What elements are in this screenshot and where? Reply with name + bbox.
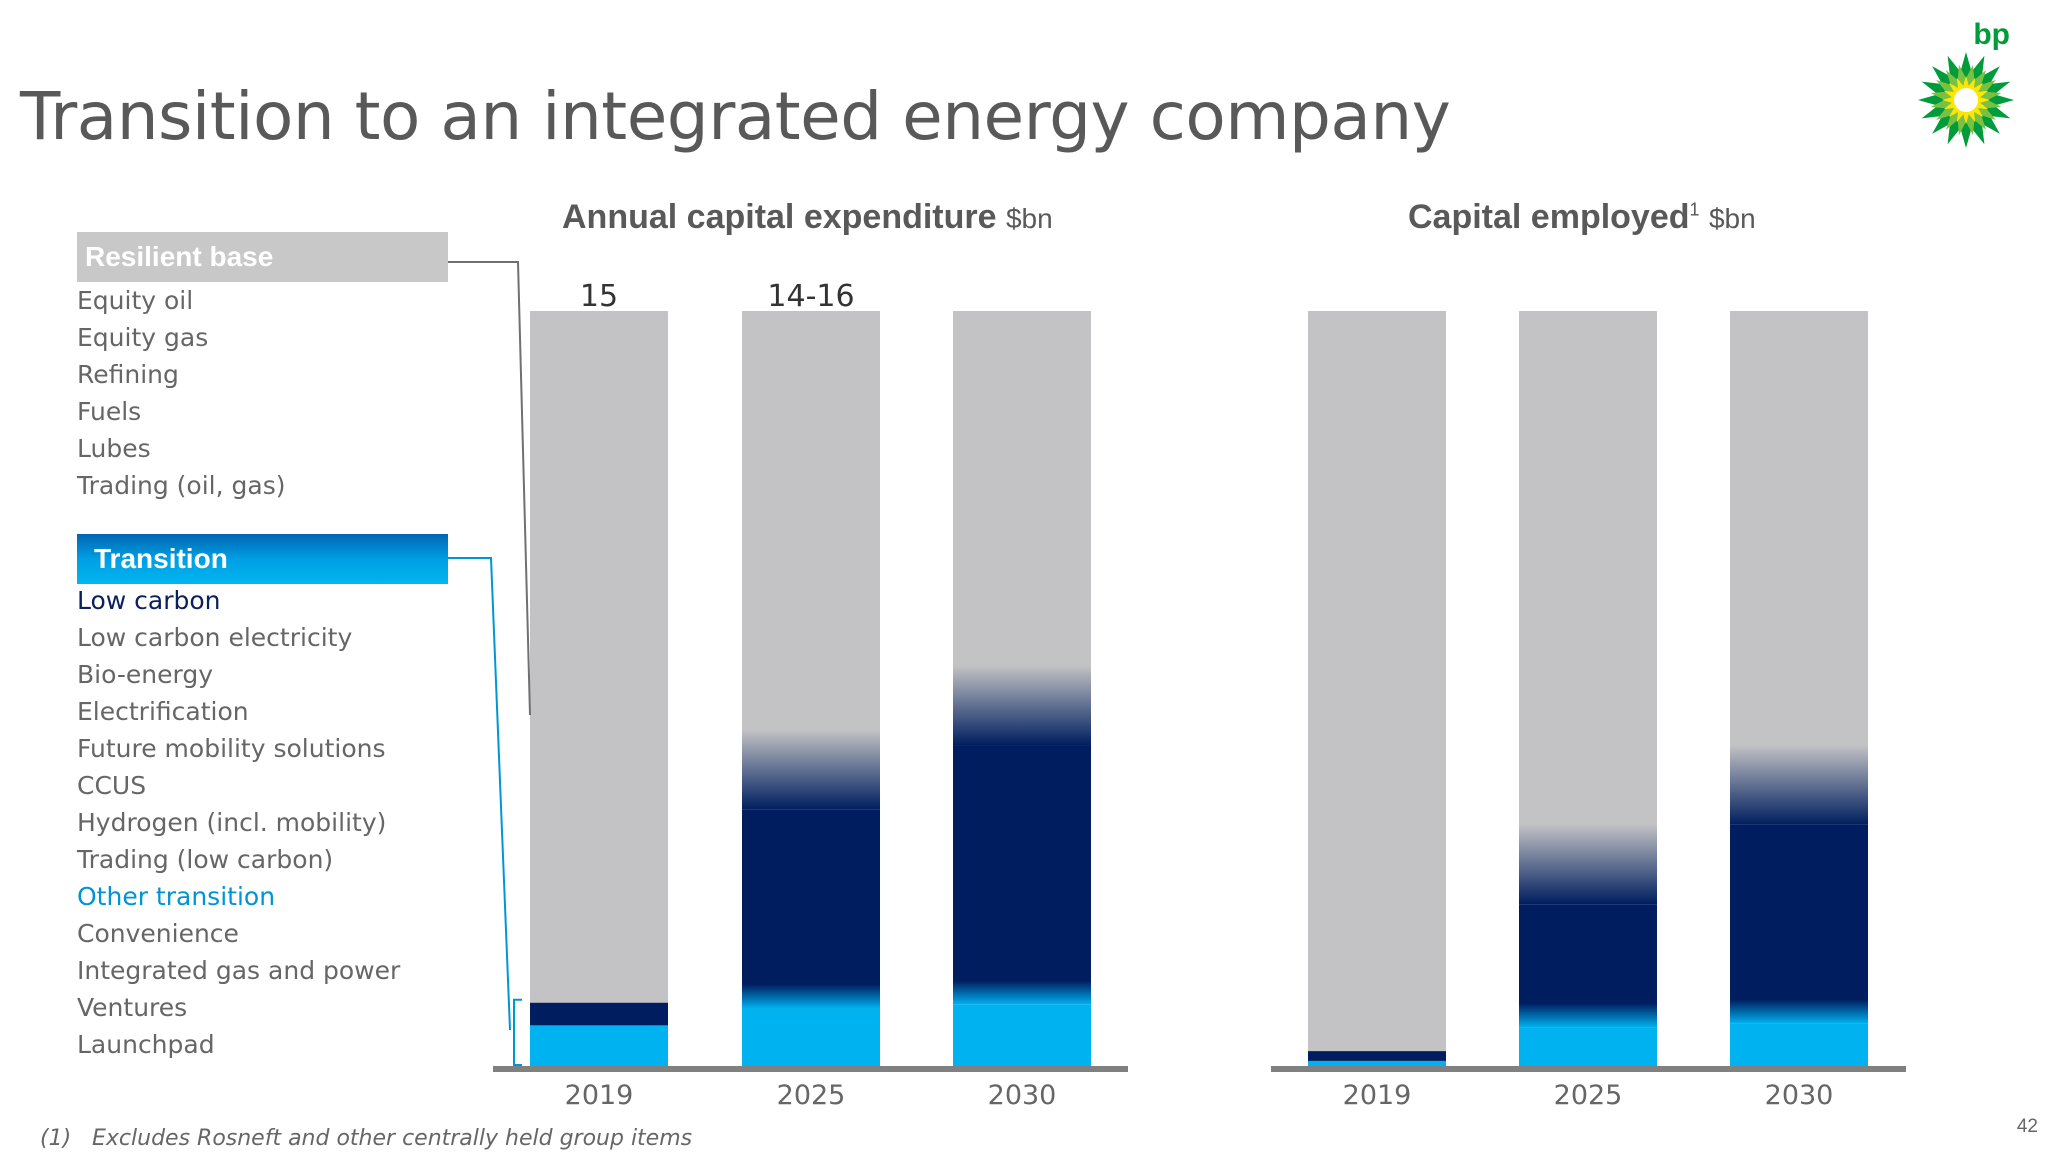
list-item: Fuels xyxy=(77,397,142,426)
bp-logo: bp xyxy=(1916,18,2026,150)
footnote-marker: 1 xyxy=(1689,199,1700,220)
capital-employed-unit: $bn xyxy=(1708,203,1756,234)
transition-connector-line xyxy=(448,557,511,1031)
footnote: (1) Excludes Rosneft and other centrally … xyxy=(40,1126,692,1151)
list-item: Trading (oil, gas) xyxy=(77,471,286,500)
footnote-text: Excludes Rosneft and other centrally hel… xyxy=(92,1126,693,1151)
capex-bar-resilient-2025 xyxy=(742,311,880,810)
list-item: Equity oil xyxy=(77,286,194,315)
capex-bar-blend-2025 xyxy=(742,984,880,1009)
list-item-low-carbon: Low carbon xyxy=(77,586,221,615)
list-item: Future mobility solutions xyxy=(77,734,386,763)
capex-unit: $bn xyxy=(1005,203,1053,234)
transition-header: Transition xyxy=(77,534,448,584)
page-title: Transition to an integrated energy compa… xyxy=(20,78,1451,155)
capex-bar-resilient-2030 xyxy=(953,311,1091,746)
list-item: Low carbon electricity xyxy=(77,623,353,652)
capital-employed-bar-blend-2025 xyxy=(1519,1003,1657,1028)
capex-chart-title: Annual capital expenditure $bn xyxy=(562,198,1053,237)
capital-employed-bar-resilient-2030 xyxy=(1730,311,1868,825)
list-item: Trading (low carbon) xyxy=(77,845,334,874)
capital-employed-bar-other-transition-2030 xyxy=(1730,1023,1868,1067)
footnote-number: (1) xyxy=(40,1126,72,1151)
page-number: 42 xyxy=(2016,1116,2038,1137)
capital-employed-bar-resilient-2019 xyxy=(1308,311,1446,1052)
capex-bar-low-carbon-2019 xyxy=(530,1002,668,1026)
resilient-connector-line xyxy=(448,261,531,716)
capex-bar-low-carbon-2025 xyxy=(742,809,880,1007)
capex-tick-label: 2019 xyxy=(565,1080,634,1111)
capex-tick-label: 2025 xyxy=(777,1080,846,1111)
helios-logo-icon xyxy=(1918,52,2014,148)
list-item: Integrated gas and power xyxy=(77,956,401,985)
capex-bar-other-transition-2030 xyxy=(953,1004,1091,1067)
capital-employed-title-text: Capital employed xyxy=(1408,198,1690,236)
capital-employed-bar-other-transition-2019 xyxy=(1308,1060,1446,1067)
list-item-other-transition: Other transition xyxy=(77,882,276,911)
helios-center xyxy=(1954,88,1978,112)
capital-employed-bar-blend-2030 xyxy=(1730,999,1868,1024)
list-item: Electrification xyxy=(77,697,249,726)
capital-employed-chart-title: Capital employed1 $bn xyxy=(1408,198,1756,237)
capex-bar-resilient-2019 xyxy=(530,311,668,1003)
capex-bar-other-transition-2019 xyxy=(530,1025,668,1067)
list-item: Hydrogen (incl. mobility) xyxy=(77,808,387,837)
list-item: Convenience xyxy=(77,919,239,948)
capital-employed-tick-label: 2019 xyxy=(1343,1080,1412,1111)
capex-bar-blend-2030 xyxy=(953,980,1091,1005)
resilient-base-header: Resilient base xyxy=(77,232,448,282)
capex-title-text: Annual capital expenditure xyxy=(562,198,997,236)
logo-text: bp xyxy=(1973,18,2010,51)
capex-bar-low-carbon-2030 xyxy=(953,745,1091,1003)
capital-employed-bar-low-carbon-2019 xyxy=(1308,1051,1446,1061)
capex-total-label: 15 xyxy=(580,279,618,314)
resilient-base-list: Equity oil Equity gas Refining Fuels Lub… xyxy=(77,282,285,504)
list-item: Bio-energy xyxy=(77,660,213,689)
list-item: Launchpad xyxy=(77,1030,215,1059)
list-item: Lubes xyxy=(77,434,151,463)
capex-bar-other-transition-2025 xyxy=(742,1008,880,1067)
capital-employed-tick-label: 2030 xyxy=(1765,1080,1834,1111)
list-item: CCUS xyxy=(77,771,147,800)
capex-tick-label: 2030 xyxy=(988,1080,1057,1111)
list-item: Equity gas xyxy=(77,323,209,352)
list-item: Refining xyxy=(77,360,179,389)
capital-employed-bar-other-transition-2025 xyxy=(1519,1027,1657,1067)
capital-employed-bar-low-carbon-2030 xyxy=(1730,824,1868,1022)
capital-employed-tick-label: 2025 xyxy=(1554,1080,1623,1111)
transition-list: Low carbon Low carbon electricity Bio-en… xyxy=(77,582,400,1063)
list-item: Ventures xyxy=(77,993,188,1022)
capital-employed-bar-resilient-2025 xyxy=(1519,311,1657,905)
capex-total-label: 14-16 xyxy=(767,279,854,314)
transition-bracket xyxy=(513,998,522,1066)
